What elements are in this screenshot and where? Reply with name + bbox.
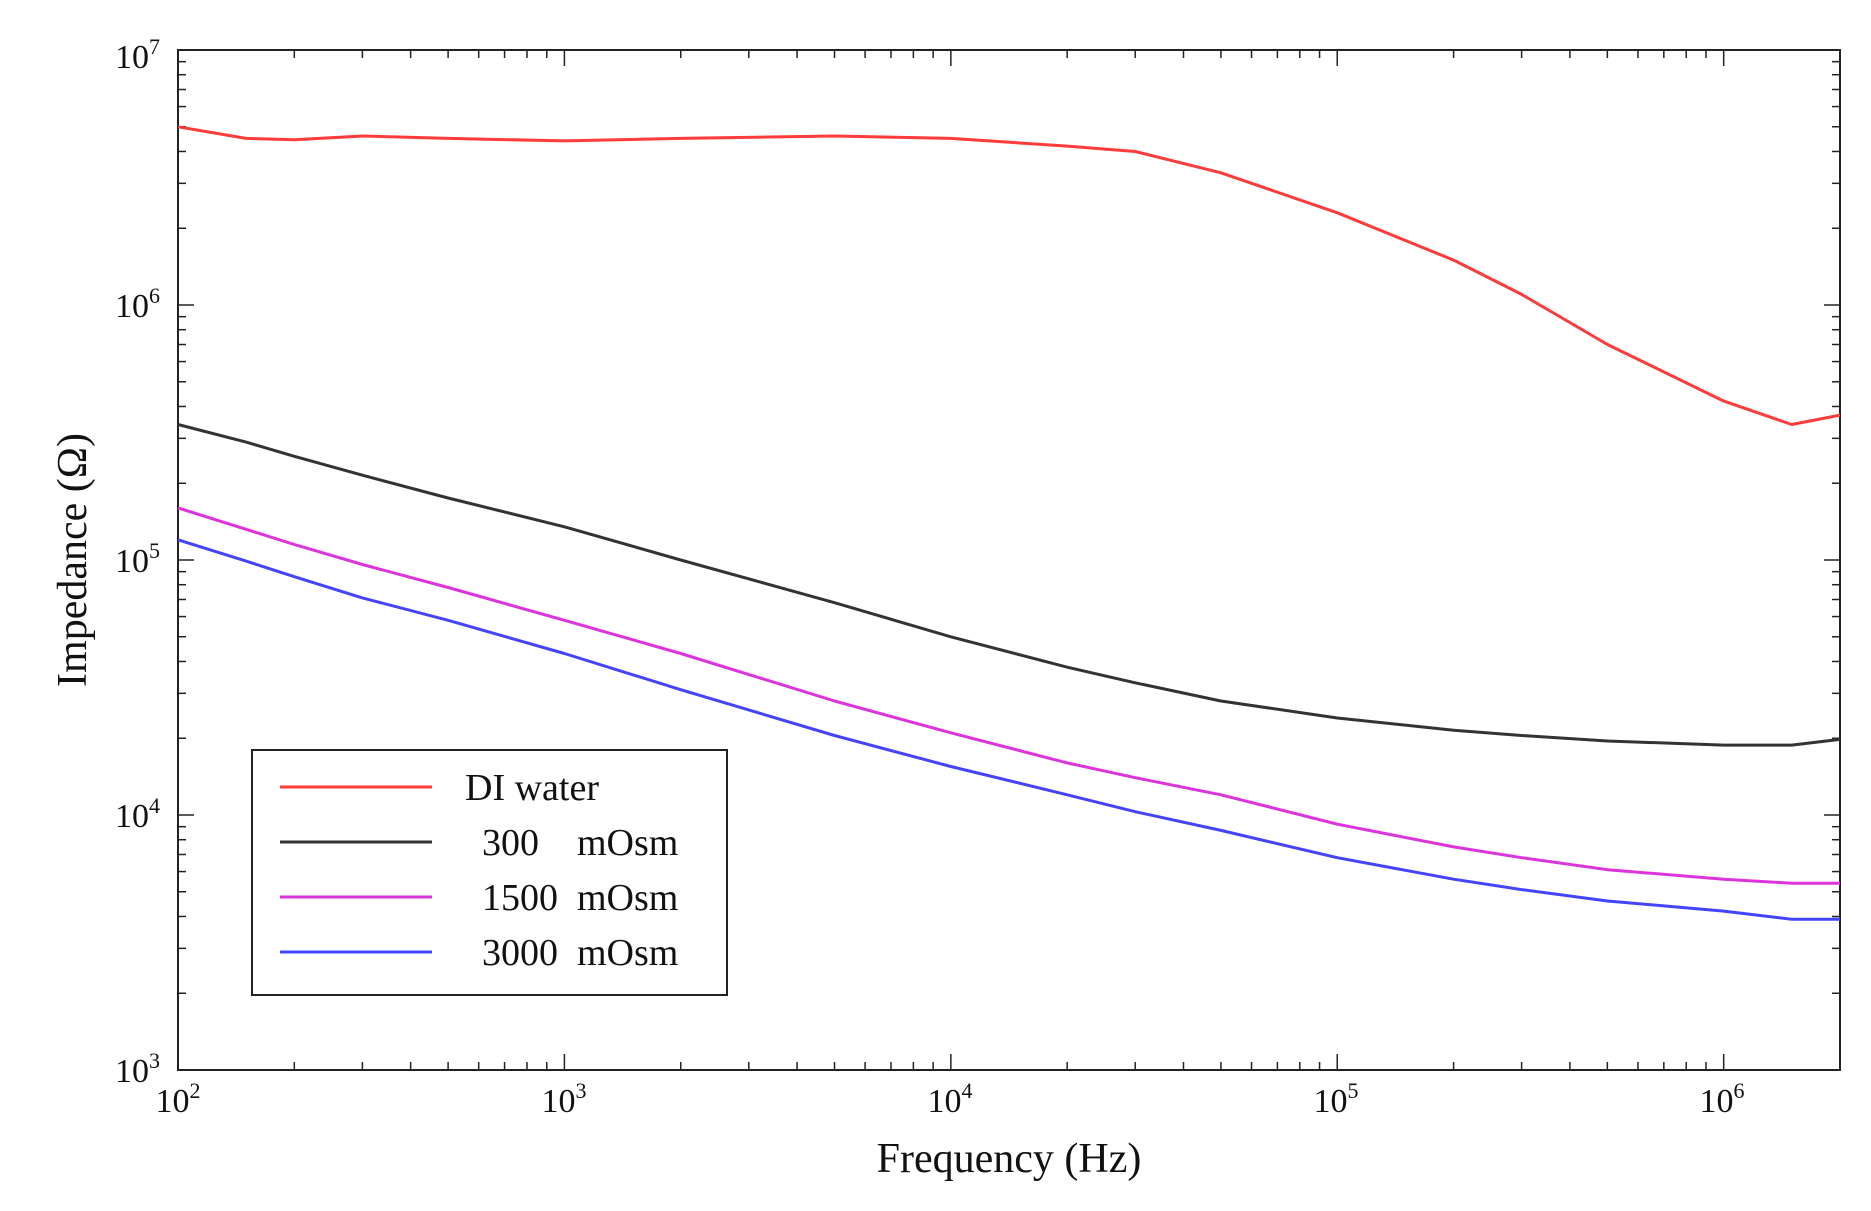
legend-entry: 300 mOsm [280,822,678,864]
x-tick-label: 105 [1314,1078,1359,1120]
legend-label: DI water [465,767,599,809]
legend-entry: DI water [280,767,599,809]
series-line-0 [177,125,1841,426]
legend-label: 1500 mOsm [482,877,678,919]
legend-entry: 1500 mOsm [280,877,678,919]
y-tick-label: 105 [115,538,160,580]
y-tick-label: 104 [115,793,160,835]
y-tick-labels: 103 104 105 106 107 [115,34,160,1090]
series-line-2 [177,506,1840,885]
legend-box [251,749,728,996]
x-tick-label: 103 [542,1078,587,1120]
y-tick-label: 107 [115,34,160,76]
series-line-1 [177,423,1841,747]
x-tick-label: 102 [156,1078,201,1120]
y-tick-label: 106 [115,283,160,325]
legend-entry: 3000 mOsm [280,932,678,974]
legend-label: 300 mOsm [482,822,678,864]
series-lines [177,125,1841,921]
legend-label: 3000 mOsm [482,932,678,974]
minor-ticks [177,49,1841,1071]
y-axis-title: Impedance (Ω) [50,433,96,687]
x-tick-labels: 102 103 104 105 106 [156,1078,1745,1120]
y-tick-label: 103 [115,1048,160,1090]
x-axis-title: Frequency (Hz) [877,1136,1142,1182]
series-line-3 [177,538,1840,921]
legend: DI water 300 mOsm 1500 mOsm 3000 mOsm [251,749,728,996]
x-tick-label: 106 [1700,1078,1745,1120]
x-tick-label: 104 [928,1078,973,1120]
